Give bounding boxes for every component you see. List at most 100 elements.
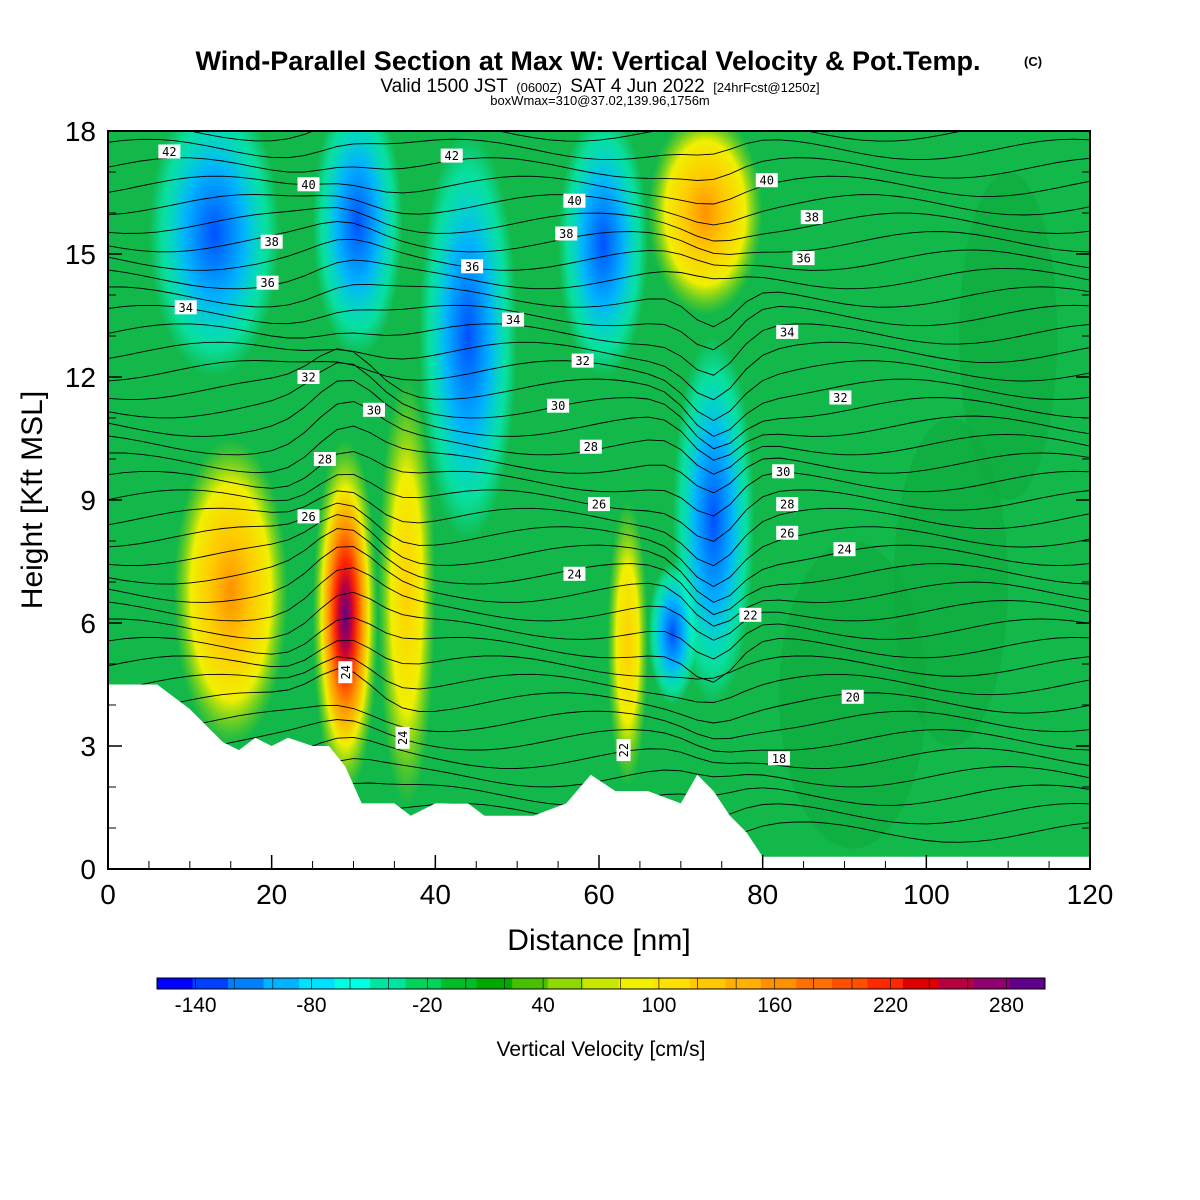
theta-contour-line (108, 567, 1090, 641)
theta-contour-line (108, 617, 1090, 683)
x-tick-label: 20 (256, 879, 287, 910)
contour-label-bg (792, 251, 815, 266)
contour-label-text: 34 (506, 313, 520, 327)
contour-label-text: 28 (780, 498, 794, 512)
contour-label-text: 42 (162, 145, 176, 159)
contour-label-text: 32 (575, 354, 589, 368)
theta-contour-line (108, 719, 1090, 753)
theta-contour-line (108, 639, 1090, 680)
velocity-blob (893, 418, 1009, 746)
colorbar-tick-label: 100 (641, 994, 676, 1017)
contour-label: 24 (563, 566, 586, 581)
theta-contour-line (108, 546, 1090, 627)
contour-label-bg (260, 234, 283, 249)
colorbar-swatch (867, 978, 904, 989)
velocity-blob (378, 377, 436, 808)
theta-contour-line (108, 656, 1090, 703)
colorbar-swatch (938, 978, 975, 989)
contour-label-bg (829, 390, 852, 405)
x-tick-label: 80 (747, 879, 778, 910)
y-axis-label: Height [Kft MSL] (16, 391, 49, 609)
contour-label-bg (461, 259, 484, 274)
x-tick-label: 100 (903, 879, 950, 910)
contour-label: 30 (547, 398, 570, 413)
contour-labels: 42 42 40 40 40 38 38 38 36 36 36 34 34 34 32 32 32 30 30 30… (158, 144, 864, 766)
theta-contour-line (108, 704, 1090, 740)
theta-contour-line (108, 323, 1090, 376)
chart-subtitle: Valid 1500 JST (0600Z) SAT 4 Jun 2022 [2… (380, 76, 819, 97)
colorbar-swatch (263, 978, 300, 989)
contour-label-bg (739, 607, 762, 622)
contour-label-bg (776, 497, 799, 512)
subtitle-forecast: [24hrFcst@1250z] (713, 80, 819, 95)
contour-label-text: 28 (584, 440, 598, 454)
velocity-blob (173, 438, 289, 746)
contour-label: 42 (158, 144, 181, 159)
colorbar-label: Vertical Velocity [cm/s] (497, 1038, 706, 1061)
contour-label-bg (768, 751, 791, 766)
contour-label-text: 40 (760, 174, 774, 188)
contour-label-text: 40 (567, 194, 581, 208)
contour-label-text: 30 (367, 403, 381, 417)
subtitle-valid: Valid 1500 JST (380, 76, 508, 97)
colorbar-swatch (228, 978, 265, 989)
contour-label: 38 (555, 226, 578, 241)
colorbar-tick-label: -140 (175, 994, 217, 1017)
colorbar-tick-label: 220 (873, 994, 908, 1017)
colorbar-swatch (157, 978, 194, 989)
contour-label-text: 26 (592, 498, 606, 512)
contour-label: 32 (571, 353, 594, 368)
x-tick-label: 120 (1067, 879, 1114, 910)
contour-label-bg (547, 398, 570, 413)
theta-contour-line (108, 380, 1090, 461)
contour-label-text: 36 (260, 276, 274, 290)
x-tick-label: 40 (420, 879, 451, 910)
colorbar-swatch (725, 978, 762, 989)
contour-label-text: 30 (551, 399, 565, 413)
colorbar-swatch (547, 978, 584, 989)
contour-label: 24 (395, 726, 410, 749)
contour-label-text: 36 (465, 260, 479, 274)
y-tick-label: 3 (80, 731, 96, 762)
y-tick-label: 18 (65, 116, 96, 147)
colorbar-swatch (512, 978, 549, 989)
contour-label: 28 (776, 497, 799, 512)
colorbar-swatch (299, 978, 336, 989)
colorbar-swatch (760, 978, 797, 989)
contour-label-text: 34 (179, 301, 193, 315)
velocity-blob (959, 172, 1058, 500)
contour-label-text: 32 (301, 371, 315, 385)
contour-label-bg (297, 177, 320, 192)
contour-label-text: 38 (559, 227, 573, 241)
colorbar-tick-label: 160 (757, 994, 792, 1017)
theta-contour-line (108, 157, 1090, 181)
contour-label: 34 (502, 312, 525, 327)
terrain (108, 684, 1090, 869)
contour-label-bg (571, 353, 594, 368)
theta-contour-line (108, 490, 1090, 567)
contour-label-text: 24 (339, 665, 353, 679)
theta-contour-line (108, 348, 1090, 437)
contour-label-bg (555, 226, 578, 241)
colorbar-swatch (902, 978, 939, 989)
contour-label: 26 (588, 497, 610, 512)
theta-contour-line (108, 341, 1090, 401)
contour-label-bg (579, 439, 602, 454)
theta-contours (108, 131, 1090, 846)
contour-label: 34 (776, 324, 799, 339)
subtitle-utc: (0600Z) (516, 80, 562, 95)
theta-contour-line (108, 194, 1090, 226)
theta-contour-line (108, 425, 1090, 494)
contour-label: 26 (297, 509, 320, 524)
theta-contour-line (108, 138, 1090, 161)
contour-label-bg (256, 275, 279, 290)
contour-label-bg (395, 726, 410, 749)
contour-label-bg (776, 525, 799, 540)
contour-label-text: 26 (780, 526, 794, 540)
theta-contour-line (108, 528, 1090, 616)
theta-contour-line (108, 360, 1090, 422)
contour-label: 36 (792, 251, 815, 266)
velocity-blob (648, 131, 763, 316)
colorbar-tick-label: -80 (296, 994, 326, 1017)
